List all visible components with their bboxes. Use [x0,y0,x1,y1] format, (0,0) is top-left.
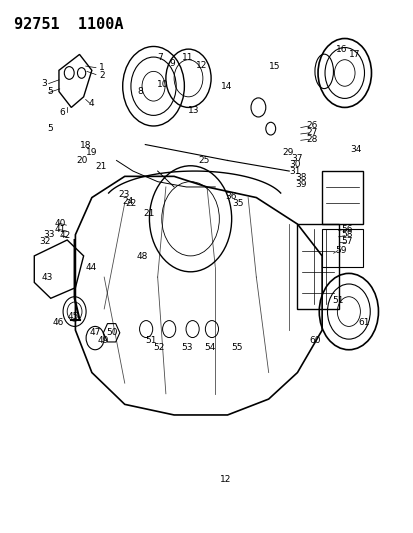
Text: 51: 51 [145,336,157,345]
Text: 8: 8 [137,87,143,96]
Text: 50: 50 [106,328,117,337]
Text: 11: 11 [181,53,192,62]
Text: 34: 34 [349,146,361,155]
Text: 24: 24 [122,197,133,206]
Text: 20: 20 [76,156,87,165]
Text: 44: 44 [85,263,96,272]
Text: 56: 56 [340,225,352,234]
Text: 19: 19 [86,148,97,157]
Text: 1: 1 [99,63,105,72]
Text: 21: 21 [142,209,154,218]
Text: 36: 36 [225,192,236,201]
Text: 23: 23 [118,190,129,199]
Text: 12: 12 [196,61,207,69]
Text: 47: 47 [89,328,101,337]
Text: 18: 18 [80,141,91,150]
Text: 32: 32 [39,237,50,246]
Text: 15: 15 [268,62,280,70]
Text: 46: 46 [52,318,64,327]
Text: 5: 5 [47,124,53,133]
Text: 53: 53 [181,343,192,352]
Text: 58: 58 [340,230,352,239]
Text: 60: 60 [308,336,320,345]
Text: 6: 6 [59,108,65,117]
Text: 14: 14 [221,82,232,91]
Text: 30: 30 [289,160,300,169]
Text: 59: 59 [334,246,346,255]
Text: 9: 9 [169,60,175,68]
Text: 35: 35 [232,199,243,208]
Text: 61: 61 [358,318,369,327]
Text: 48: 48 [136,253,147,262]
Text: 22: 22 [125,199,136,208]
Text: 92751  1100A: 92751 1100A [14,17,123,33]
Text: 41: 41 [54,225,65,234]
Text: 2: 2 [99,71,105,80]
Text: 37: 37 [290,155,301,164]
Text: 57: 57 [340,237,352,246]
Text: 51: 51 [331,296,343,305]
Text: 4: 4 [89,99,95,108]
Text: 27: 27 [306,128,317,138]
Text: 42: 42 [59,231,71,240]
Text: 31: 31 [289,166,300,175]
Text: 21: 21 [95,163,106,171]
Text: 13: 13 [188,106,199,115]
Text: 25: 25 [197,156,209,165]
Text: 10: 10 [157,80,168,89]
Text: 5: 5 [47,87,53,96]
Text: 43: 43 [42,272,53,281]
Text: 7: 7 [157,53,162,62]
Text: 55: 55 [230,343,242,352]
Text: 26: 26 [306,122,317,131]
Text: 49: 49 [97,336,109,345]
Text: 3: 3 [42,79,47,88]
Text: 45: 45 [67,312,79,321]
Text: 38: 38 [294,173,306,182]
Text: 12: 12 [219,475,230,484]
Text: 28: 28 [306,135,317,144]
Text: 54: 54 [204,343,216,352]
Text: 16: 16 [335,45,347,54]
Text: 39: 39 [294,180,306,189]
Text: 40: 40 [54,219,65,228]
Text: 17: 17 [348,50,359,59]
Text: 33: 33 [43,230,54,239]
Text: 52: 52 [152,343,164,352]
Text: 29: 29 [282,148,293,157]
